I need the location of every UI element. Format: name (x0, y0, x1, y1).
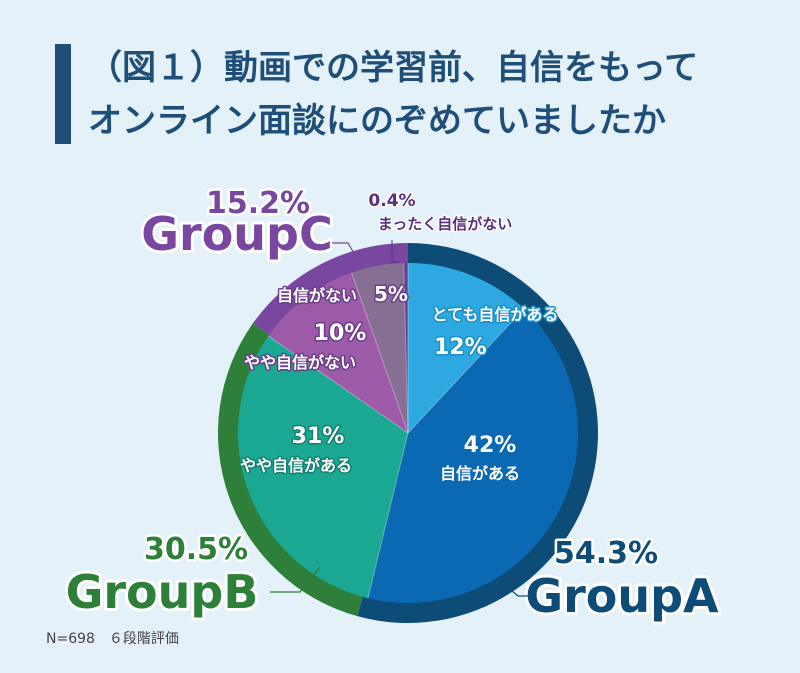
group-leader-groupc (332, 242, 356, 256)
slice-separator-2 (407, 308, 525, 434)
slice-label-6: まったく自信がない (378, 215, 512, 233)
slice-separator-3 (367, 432, 409, 599)
group-value-groupa: 54.3% (554, 536, 658, 571)
group-label-groupb: GroupB (66, 565, 259, 619)
pie-slice-2 (367, 308, 579, 604)
slice-label-4: やや自信がない (244, 353, 356, 372)
group-leader-groupa (504, 584, 530, 597)
slice-value-6: 0.4% (368, 191, 415, 211)
slice-value-4: 10% (314, 321, 367, 346)
slice-value-5: 5% (374, 282, 408, 306)
chart-title: （図１）動画での学習前、自信をもって オンライン面談にのぞめていましたか (88, 42, 698, 148)
leader-line-slice-6 (391, 240, 400, 263)
slice-label-2: 自信がある (440, 464, 520, 483)
chart-title-line-2: オンライン面談にのぞめていましたか (88, 101, 666, 141)
slice-label-5: 自信がない (277, 286, 357, 305)
pie-slice-1 (408, 263, 524, 433)
chart-title-line-1: （図１）動画での学習前、自信をもって (88, 48, 699, 88)
slice-value-1: 12% (434, 335, 487, 360)
group-label-groupc: GroupC (141, 207, 332, 261)
pie-slice-6 (403, 262, 408, 433)
slice-separator-4 (268, 335, 409, 434)
pie-slice-4 (268, 272, 408, 433)
slice-separator-5 (351, 272, 409, 434)
group-label-groupa: GroupA (525, 569, 719, 623)
pie-slice-5 (351, 263, 408, 433)
sample-note: N=698 ６段階評価 (46, 631, 179, 647)
group-value-groupc: 15.2% (206, 186, 310, 221)
group-leader-groupb (270, 566, 321, 593)
slice-value-3: 31% (292, 424, 345, 449)
slice-label-1: とても自信がある (432, 305, 559, 324)
group-value-groupb: 30.5% (144, 532, 248, 567)
slice-label-3: やや自信がある (240, 456, 352, 475)
slice-separator-6 (403, 263, 409, 434)
pie-slice-3 (237, 336, 408, 599)
slice-value-2: 42% (464, 433, 517, 458)
title-accent-bar (55, 44, 71, 144)
